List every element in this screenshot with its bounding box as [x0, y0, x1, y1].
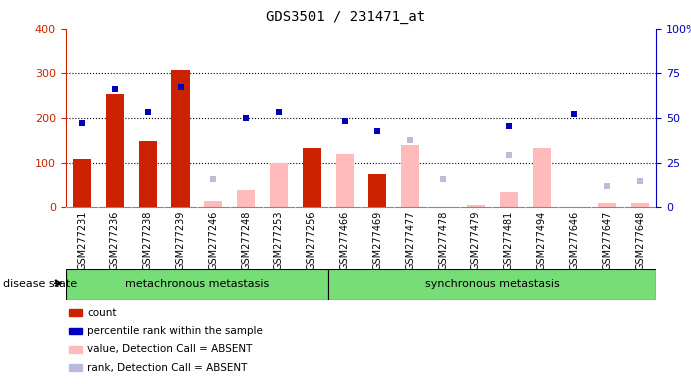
Bar: [139, 141, 157, 207]
Text: count: count: [87, 308, 117, 318]
Text: GSM277246: GSM277246: [209, 210, 218, 270]
Bar: [205, 201, 223, 207]
Bar: [336, 154, 354, 207]
Text: GSM277478: GSM277478: [438, 210, 448, 270]
Text: GSM277479: GSM277479: [471, 210, 481, 270]
Text: GSM277494: GSM277494: [537, 210, 547, 270]
Bar: [328, 269, 656, 300]
Text: GSM277248: GSM277248: [241, 210, 251, 270]
Text: GSM277481: GSM277481: [504, 210, 513, 270]
Text: GSM277469: GSM277469: [372, 210, 382, 270]
Text: GSM277238: GSM277238: [143, 210, 153, 270]
Text: percentile rank within the sample: percentile rank within the sample: [87, 326, 263, 336]
Bar: [66, 269, 328, 300]
Text: disease state: disease state: [3, 279, 77, 289]
Bar: [171, 70, 189, 207]
Text: GSM277647: GSM277647: [603, 210, 612, 270]
Text: GDS3501 / 231471_at: GDS3501 / 231471_at: [266, 10, 425, 23]
Bar: [106, 94, 124, 207]
Bar: [368, 174, 386, 207]
Text: metachronous metastasis: metachronous metastasis: [125, 279, 269, 289]
Bar: [270, 163, 288, 207]
Bar: [598, 203, 616, 207]
Text: rank, Detection Call = ABSENT: rank, Detection Call = ABSENT: [87, 363, 247, 373]
Bar: [237, 190, 255, 207]
Text: value, Detection Call = ABSENT: value, Detection Call = ABSENT: [87, 344, 252, 354]
Bar: [303, 149, 321, 207]
Bar: [401, 145, 419, 207]
Text: GSM277477: GSM277477: [406, 210, 415, 270]
Text: GSM277256: GSM277256: [307, 210, 316, 270]
Bar: [73, 159, 91, 207]
Bar: [500, 192, 518, 207]
Text: GSM277239: GSM277239: [176, 210, 185, 270]
Text: GSM277236: GSM277236: [110, 210, 120, 270]
Text: GSM277253: GSM277253: [274, 210, 284, 270]
Bar: [533, 149, 551, 207]
Text: GSM277648: GSM277648: [635, 210, 645, 270]
Text: GSM277466: GSM277466: [340, 210, 350, 270]
Bar: [631, 203, 649, 207]
Text: synchronous metastasis: synchronous metastasis: [425, 279, 560, 289]
Text: GSM277231: GSM277231: [77, 210, 87, 270]
Bar: [467, 205, 485, 207]
Text: GSM277646: GSM277646: [569, 210, 579, 270]
